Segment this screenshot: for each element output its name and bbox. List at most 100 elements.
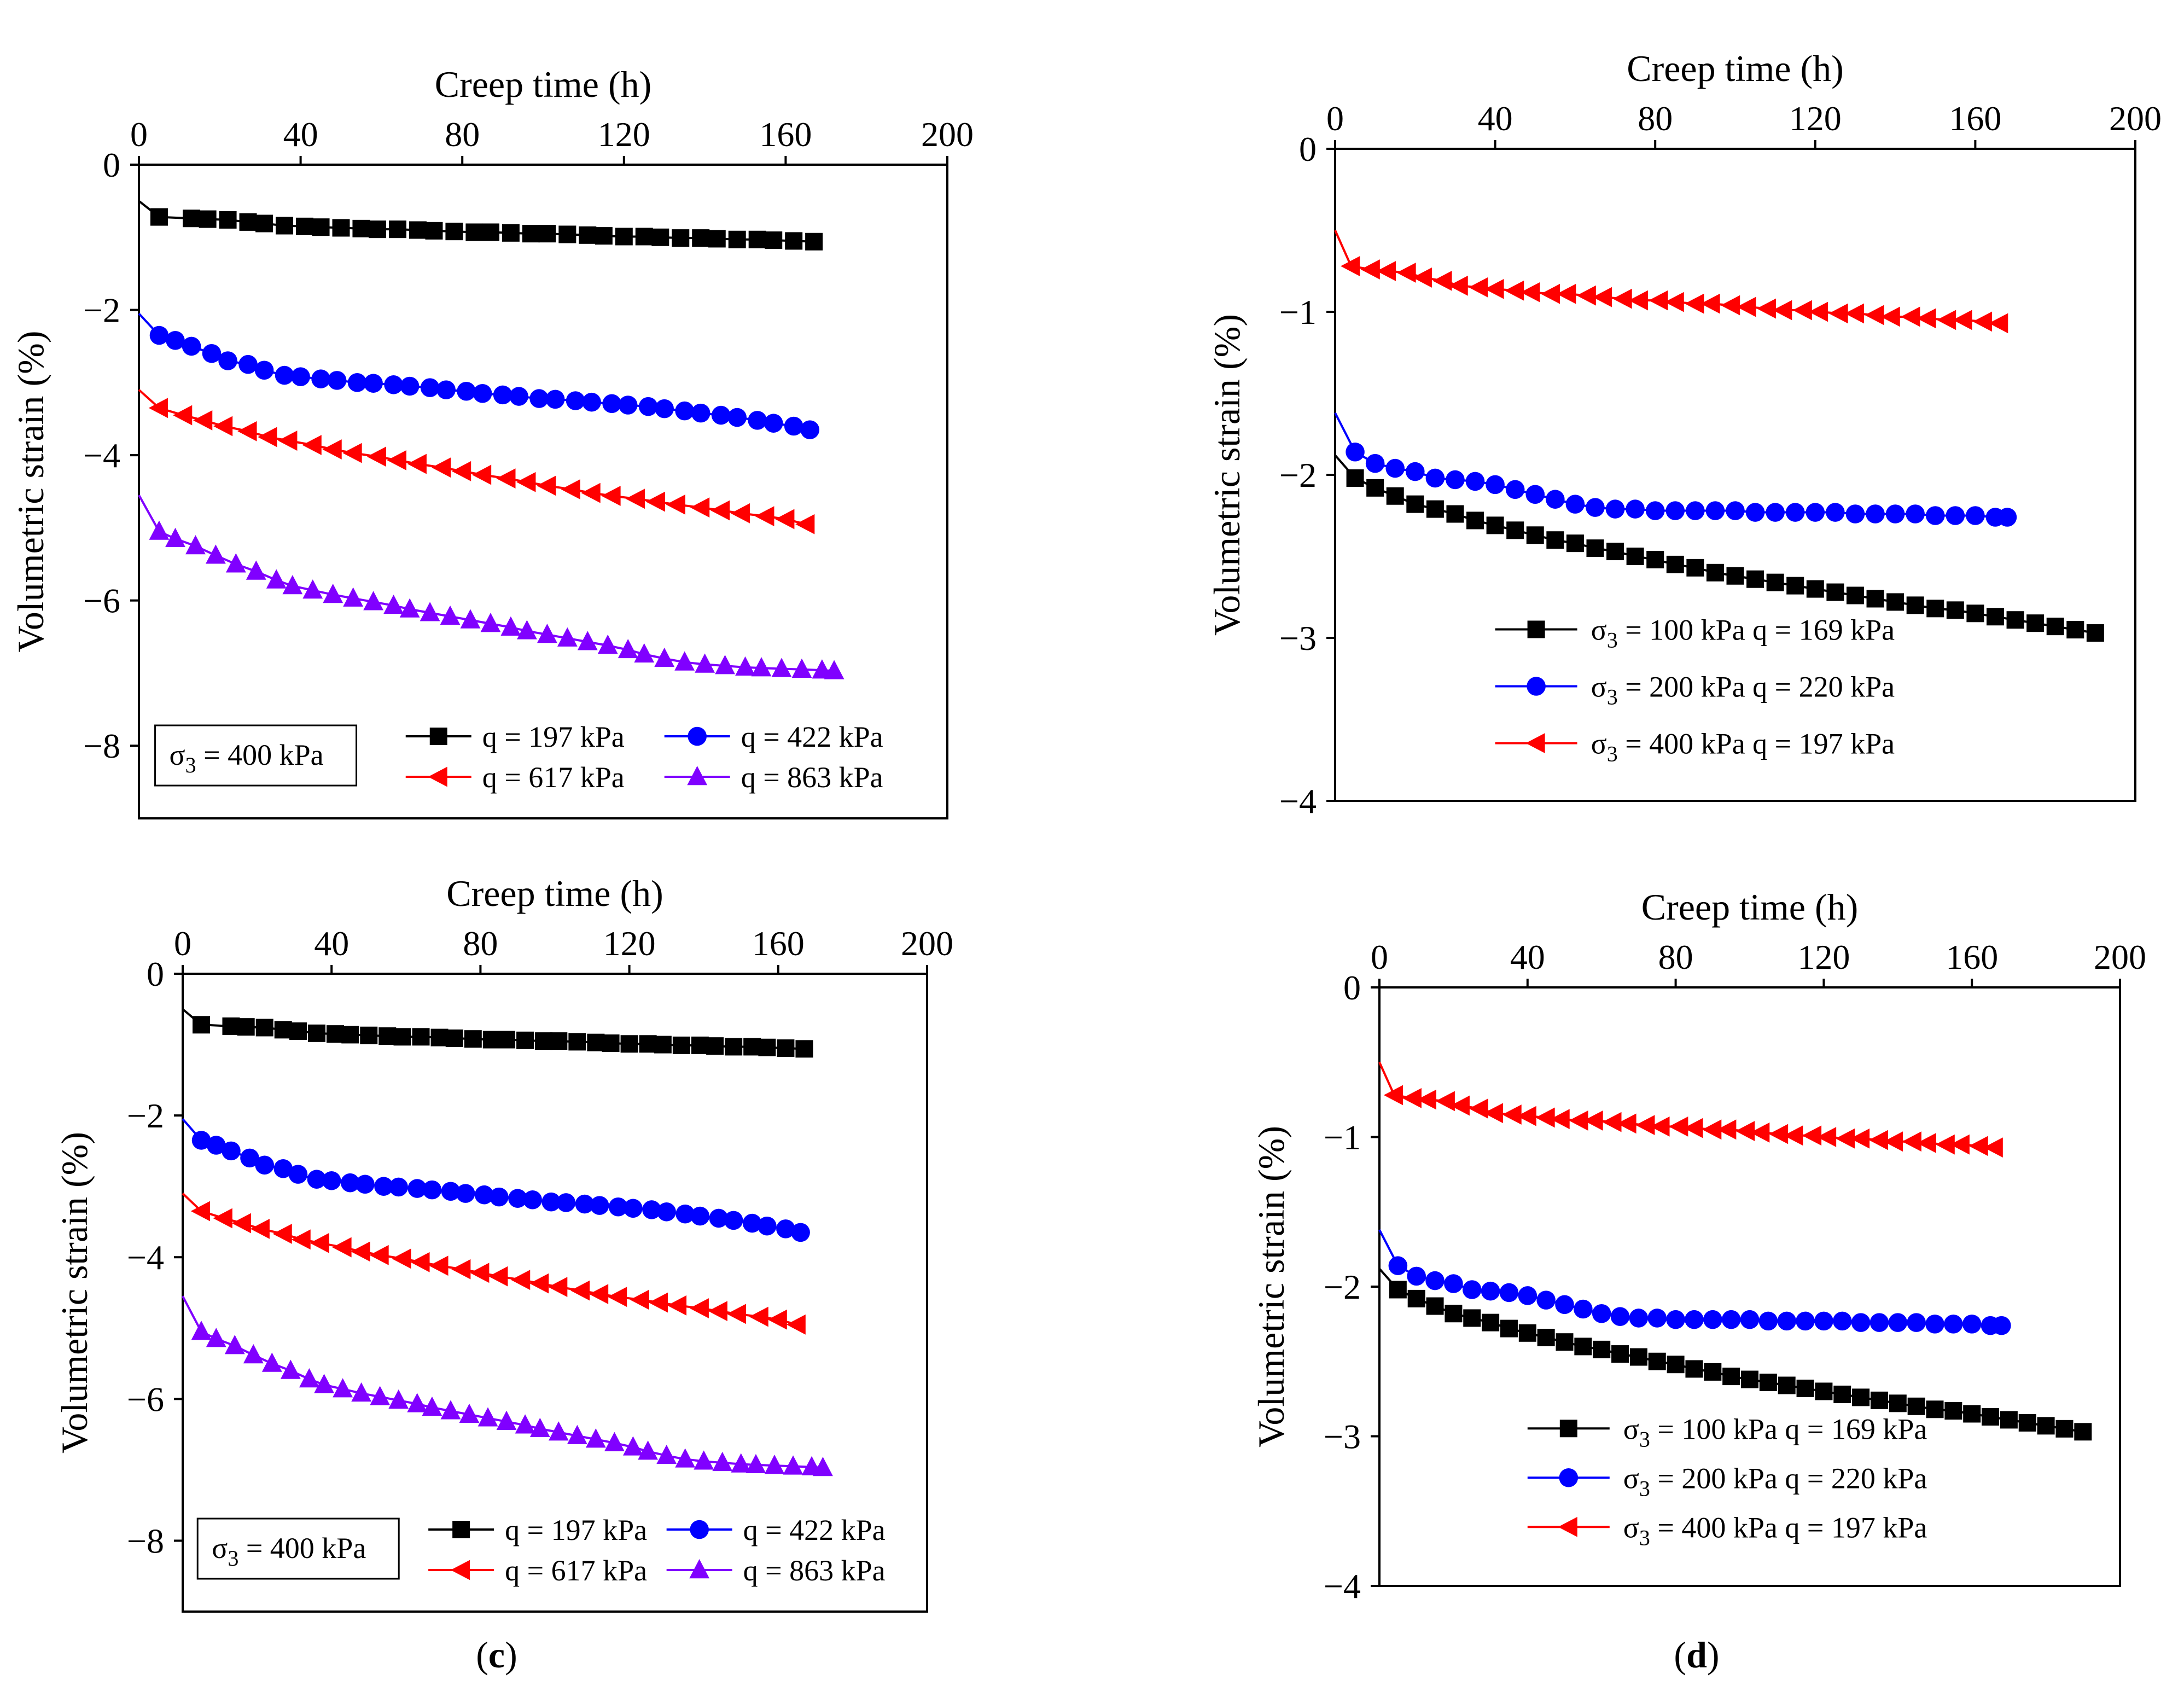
- series-triangle-left: [1334, 230, 2008, 334]
- y-tick-label: −2: [127, 1096, 164, 1135]
- data-point: [343, 587, 364, 607]
- data-point: [332, 219, 350, 237]
- data-point: [623, 1436, 643, 1456]
- data-point: [412, 1028, 430, 1046]
- data-point: [250, 1219, 270, 1239]
- data-point: [255, 1155, 274, 1175]
- condition-box-label: σ3 = 400 kPa: [212, 1532, 366, 1571]
- data-point: [691, 1036, 709, 1054]
- series-circle: [138, 312, 820, 439]
- data-point: [1635, 1115, 1655, 1136]
- legend: σ3 = 100 kPa q = 169 kPa σ3 = 200 kPa q =…: [1527, 1412, 1927, 1550]
- x-tick-label: 120: [603, 924, 656, 963]
- data-point: [639, 1035, 657, 1053]
- data-point: [1446, 505, 1464, 523]
- data-point: [635, 228, 653, 246]
- data-point: [1997, 508, 2017, 527]
- data-point: [731, 1453, 752, 1473]
- data-point: [422, 1180, 442, 1200]
- data-point: [743, 1038, 761, 1056]
- data-point: [1432, 270, 1452, 291]
- data-point: [1592, 1304, 1611, 1323]
- y-axis-title: Volumetric strain (%): [54, 1132, 95, 1453]
- data-point: [1446, 470, 1465, 490]
- data-point: [771, 658, 792, 677]
- data-point: [342, 443, 362, 463]
- data-point: [2055, 1420, 2074, 1438]
- data-point: [561, 479, 580, 499]
- data-point: [1389, 1281, 1407, 1299]
- data-point: [541, 1192, 561, 1212]
- data-point: [1796, 1379, 1814, 1397]
- data-point: [711, 405, 731, 425]
- data-point: [642, 1200, 661, 1219]
- data-point: [1726, 567, 1744, 585]
- data-point: [289, 1022, 307, 1040]
- data-point: [1806, 580, 1824, 598]
- data-point: [537, 624, 557, 643]
- y-tick-label: −6: [83, 582, 120, 620]
- data-point: [460, 609, 481, 629]
- y-tick-label: −2: [83, 291, 120, 330]
- data-point: [1469, 277, 1488, 298]
- data-point: [1717, 1119, 1737, 1140]
- data-point: [1685, 293, 1704, 314]
- data-point: [1502, 1104, 1522, 1125]
- data-point: [393, 1028, 411, 1046]
- data-point: [667, 1295, 687, 1316]
- data-point: [356, 1174, 375, 1194]
- data-point: [1907, 1397, 1925, 1415]
- data-point: [694, 1450, 714, 1470]
- data-point: [1866, 590, 1884, 608]
- data-point: [1773, 300, 1792, 321]
- data-point: [1546, 531, 1564, 549]
- data-point: [712, 1451, 733, 1472]
- data-point: [1426, 500, 1444, 518]
- data-point: [1586, 539, 1604, 557]
- data-point: [706, 1037, 724, 1055]
- data-point: [1778, 1376, 1796, 1394]
- data-point: [2000, 1411, 2018, 1429]
- data-point: [783, 1455, 803, 1475]
- legend-marker: [1559, 1420, 1577, 1438]
- data-point: [715, 655, 735, 675]
- data-point: [1917, 1133, 1936, 1153]
- data-point: [239, 213, 257, 231]
- x-tick-label: 80: [1638, 99, 1673, 138]
- data-point: [1504, 280, 1524, 301]
- data-point: [1832, 1311, 1852, 1331]
- series-triangle-up: [182, 1295, 833, 1476]
- data-point: [389, 1177, 408, 1197]
- data-point: [1360, 259, 1380, 280]
- data-point: [1667, 1356, 1685, 1374]
- y-tick-label: 0: [147, 955, 164, 993]
- data-point: [1626, 548, 1644, 565]
- legend-marker: [689, 1559, 710, 1579]
- data-point: [1802, 1125, 1822, 1146]
- data-point: [383, 594, 404, 614]
- data-point: [1629, 1348, 1647, 1366]
- data-point: [1555, 1295, 1574, 1315]
- data-point: [333, 1378, 353, 1398]
- data-point: [758, 1216, 777, 1236]
- data-point: [1721, 1310, 1741, 1329]
- data-point: [1963, 1405, 1981, 1423]
- data-point: [601, 486, 621, 506]
- data-point: [1506, 521, 1524, 539]
- data-point: [387, 450, 406, 470]
- data-point: [1935, 1134, 1955, 1155]
- data-point: [751, 657, 772, 677]
- data-point: [218, 351, 237, 370]
- data-point: [1986, 608, 2004, 626]
- data-point: [332, 1237, 352, 1258]
- data-point: [237, 1018, 255, 1036]
- data-point: [675, 401, 694, 421]
- legend-marker: [1525, 733, 1545, 753]
- data-point: [266, 569, 287, 589]
- data-point: [567, 1424, 587, 1444]
- legend-label: q = 422 kPa: [741, 720, 883, 753]
- data-point: [674, 651, 695, 671]
- data-point: [429, 1255, 449, 1276]
- data-point: [1521, 282, 1540, 303]
- data-point: [409, 221, 427, 239]
